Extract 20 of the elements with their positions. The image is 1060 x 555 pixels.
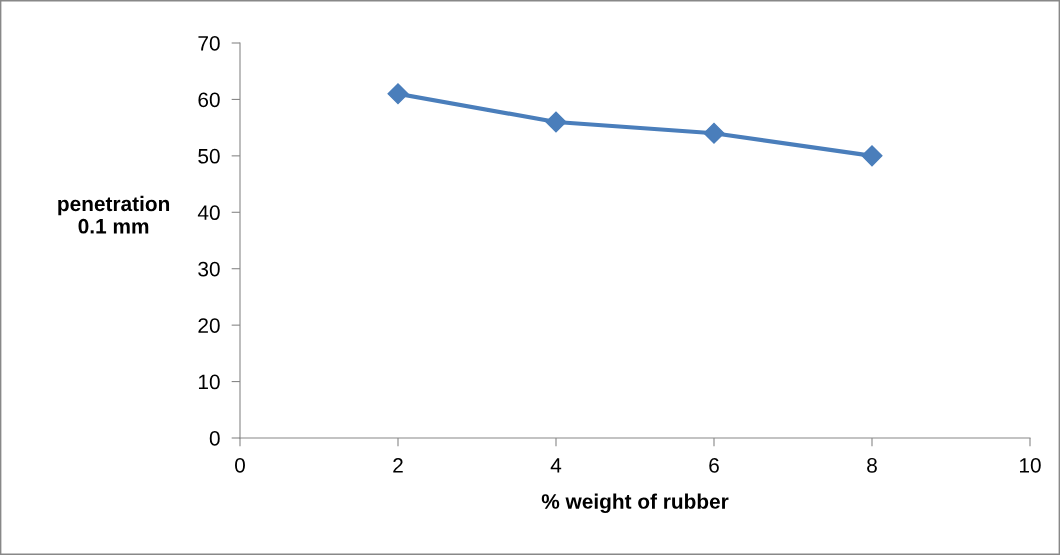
x-tick-label: 0 bbox=[235, 457, 245, 473]
y-tick-label: 20 bbox=[198, 318, 220, 333]
y-tick-label: 30 bbox=[198, 261, 220, 277]
x-tick-label: 10 bbox=[1020, 457, 1041, 473]
y-tick-label: 40 bbox=[197, 205, 220, 221]
x-tick-label: 6 bbox=[709, 457, 719, 473]
x-tick-label: 2 bbox=[393, 457, 403, 473]
y-tick-label: 50 bbox=[198, 148, 220, 164]
y-tick-label: 10 bbox=[198, 374, 220, 390]
y-tick-label: 70 bbox=[198, 36, 220, 51]
y-tick-label: 60 bbox=[198, 92, 220, 108]
y-tick-label: 0 bbox=[209, 431, 220, 446]
point bbox=[703, 122, 725, 144]
point bbox=[387, 83, 409, 105]
x-axis-title: % weight of rubber bbox=[541, 493, 729, 514]
y-axis-title: penetration 0.1 mm bbox=[58, 195, 170, 234]
x-tick-label: 4 bbox=[550, 458, 562, 473]
point bbox=[861, 145, 883, 167]
point bbox=[545, 111, 567, 133]
x-tick-label: 8 bbox=[867, 457, 877, 473]
